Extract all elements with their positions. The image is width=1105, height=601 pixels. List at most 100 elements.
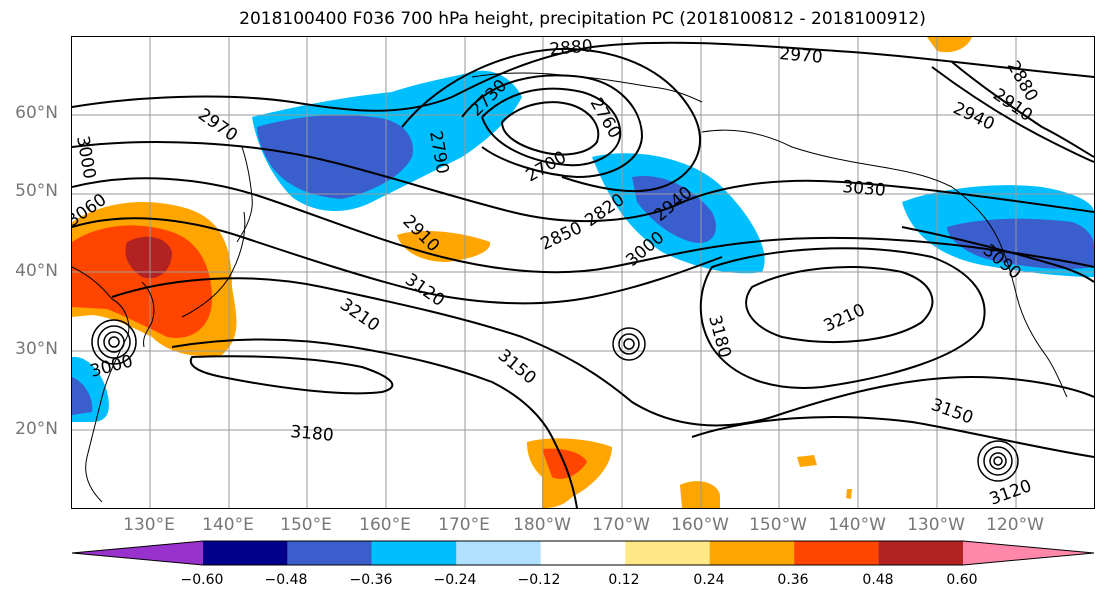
lon-label-150w: 150°W	[749, 515, 807, 535]
coastlines	[72, 72, 1068, 503]
colorbar-swatch	[203, 541, 288, 565]
contour-2700	[501, 101, 600, 156]
precip-shading	[72, 37, 1094, 508]
precip-strong-asia	[72, 225, 212, 338]
contour-label: 3150	[494, 346, 540, 389]
map-title: 2018100400 F036 700 hPa height, precipit…	[239, 9, 926, 29]
contour-3210-east	[745, 266, 934, 343]
colorbar-swatch	[540, 541, 626, 565]
colorbar-tick: −0.60	[180, 572, 224, 588]
contour-2760	[461, 74, 644, 179]
precip-positive-tiny	[846, 489, 852, 499]
colorbar-swatch	[963, 541, 1094, 565]
colorbar-swatch	[371, 541, 457, 565]
colorbar-swatch	[709, 541, 795, 565]
colorbar-swatch	[456, 541, 541, 565]
contour-label: 2940	[950, 98, 998, 134]
lon-label-130w: 130°W	[907, 515, 965, 535]
contour-label: 3030	[842, 177, 887, 201]
coast-japan	[181, 211, 246, 318]
vortex-east-1	[977, 440, 1019, 482]
contour-label: 2970	[194, 105, 241, 146]
colorbar-tick: −0.12	[517, 572, 561, 588]
contour-label: 3210	[821, 300, 869, 336]
contour-3180	[171, 338, 578, 508]
lon-label-140w: 140°W	[828, 515, 886, 535]
vortex-mid-2	[618, 333, 640, 355]
lat-label-20n: 20°N	[15, 419, 58, 439]
colorbar-tick: −0.36	[349, 572, 393, 588]
lon-label-140e: 140°E	[202, 515, 254, 535]
contour-label: 3000	[88, 351, 135, 382]
contour-3120	[111, 277, 1094, 427]
precip-positive-south2	[680, 481, 720, 508]
precip-strong-negative-mid	[632, 176, 716, 243]
coast-alaska	[701, 129, 953, 188]
vortex-east-3	[989, 452, 1007, 470]
contour-label: 3210	[336, 295, 383, 336]
vortex-east-2	[983, 446, 1013, 476]
vortex-east-4	[993, 456, 1003, 466]
colorbar-outline	[71, 540, 1095, 566]
lon-label-130e: 130°E	[123, 515, 175, 535]
coast-asia	[72, 266, 130, 503]
contour-label: 2970	[779, 44, 824, 68]
precip-strong-negative-sw	[72, 377, 93, 415]
colorbar-tick: 0.48	[862, 572, 894, 588]
coast-korea	[141, 281, 155, 348]
colorbar-tick: 0.60	[946, 572, 978, 588]
contour-label: 3180	[704, 313, 735, 360]
map-panel: 2880 2970 2730 2760 2790 2700 2970 3000 …	[71, 36, 1095, 509]
contour-label: 2880	[549, 37, 594, 60]
contour-3150-low	[691, 416, 1094, 458]
vortex-mid-3	[623, 338, 635, 350]
vortex-west-1	[91, 319, 137, 365]
coast-north-america	[951, 186, 1068, 398]
coast-kamchatka	[236, 146, 253, 243]
lon-label-160e: 160°E	[359, 515, 411, 535]
lon-label-120w: 120°W	[986, 515, 1044, 535]
lon-label-180w: 180°W	[513, 515, 571, 535]
height-contours	[72, 41, 1094, 508]
vortex-west-4	[108, 336, 120, 348]
contour-2880	[401, 47, 702, 193]
precip-positive-top	[927, 37, 972, 53]
contour-3150	[699, 247, 986, 389]
lat-label-40n: 40°N	[15, 261, 58, 281]
colorbar-tick: 0.24	[693, 572, 725, 588]
lat-label-50n: 50°N	[15, 181, 58, 201]
colorbar-swatch	[878, 541, 963, 565]
contour-3000	[72, 217, 723, 305]
graticule	[72, 37, 1094, 508]
closed-contours	[91, 319, 1019, 482]
colorbar-swatch	[794, 541, 879, 565]
contour-3210-west	[189, 355, 394, 395]
colorbar	[71, 540, 1095, 566]
vortex-west-3	[103, 331, 125, 353]
contour-3030	[72, 141, 1094, 223]
contour-2910	[951, 61, 1094, 158]
contour-3060	[72, 177, 1094, 274]
colorbar-swatch	[625, 541, 710, 565]
contour-3090	[901, 226, 1094, 283]
contour-2940	[931, 66, 1094, 163]
colorbar-swatch	[72, 541, 203, 565]
colorbar-tick: −0.24	[433, 572, 477, 588]
contour-label: 2850	[538, 218, 586, 254]
contour-label: 3120	[401, 270, 448, 311]
contour-2970	[72, 41, 1094, 112]
lon-label-160w: 160°W	[671, 515, 729, 535]
vortex-west-2	[97, 325, 131, 359]
colorbar-swatch	[287, 541, 372, 565]
colorbar-tick: 0.36	[777, 572, 809, 588]
lon-label-150e: 150°E	[280, 515, 332, 535]
colorbar-tick: −0.48	[264, 572, 308, 588]
lat-label-30n: 30°N	[15, 339, 58, 359]
precip-positive-small	[797, 455, 817, 467]
lon-label-170w: 170°W	[592, 515, 650, 535]
lat-label-60n: 60°N	[15, 103, 58, 123]
contour-label: 3150	[928, 395, 975, 429]
coast-arctic	[471, 72, 703, 103]
vortex-mid-1	[612, 327, 646, 361]
contour-label: 3000	[72, 134, 99, 180]
